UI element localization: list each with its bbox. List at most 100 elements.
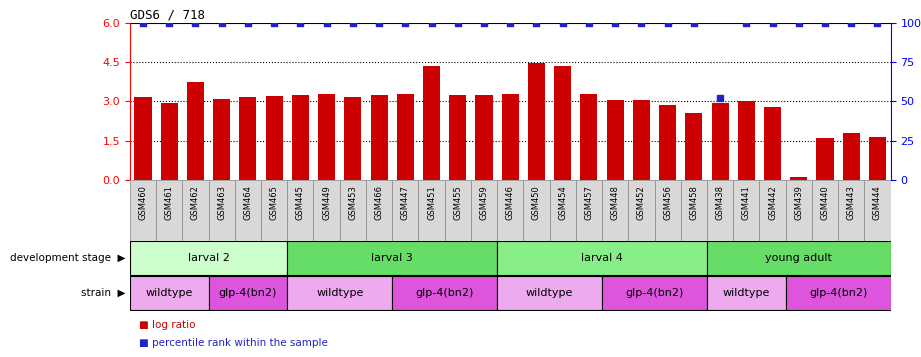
Point <box>477 20 492 26</box>
Bar <box>633 100 650 180</box>
Bar <box>160 103 178 180</box>
Text: GSM442: GSM442 <box>768 185 777 220</box>
Bar <box>423 66 440 180</box>
Point <box>686 20 701 26</box>
Bar <box>497 180 523 241</box>
Bar <box>471 180 497 241</box>
Text: GSM462: GSM462 <box>191 185 200 220</box>
Point <box>529 20 543 26</box>
Text: GSM454: GSM454 <box>558 185 567 220</box>
Point <box>503 20 518 26</box>
Text: ■ percentile rank within the sample: ■ percentile rank within the sample <box>139 338 328 348</box>
Bar <box>707 241 891 275</box>
Bar <box>786 276 891 310</box>
Bar <box>628 180 655 241</box>
Bar <box>213 99 230 180</box>
Bar <box>370 95 388 180</box>
Bar <box>445 180 471 241</box>
Text: GSM455: GSM455 <box>453 185 462 220</box>
Bar <box>287 241 497 275</box>
Bar <box>156 180 182 241</box>
Text: GSM445: GSM445 <box>296 185 305 220</box>
Point <box>660 20 675 26</box>
Point <box>765 20 780 26</box>
Text: GSM463: GSM463 <box>217 185 227 220</box>
Bar <box>865 180 891 241</box>
Bar <box>392 180 418 241</box>
Text: GSM452: GSM452 <box>637 185 646 220</box>
Bar <box>397 94 414 180</box>
Text: larval 3: larval 3 <box>371 253 413 263</box>
Text: development stage  ▶: development stage ▶ <box>10 253 125 263</box>
Text: GSM465: GSM465 <box>270 185 279 220</box>
Bar <box>528 64 545 180</box>
Bar <box>869 137 886 180</box>
Bar <box>602 276 707 310</box>
Bar <box>392 276 497 310</box>
Point <box>844 20 858 26</box>
Bar <box>707 180 733 241</box>
Point <box>215 20 229 26</box>
Point <box>240 20 255 26</box>
Bar <box>208 180 235 241</box>
Bar <box>187 82 204 180</box>
Text: GSM448: GSM448 <box>611 185 620 220</box>
Bar <box>685 113 703 180</box>
Bar <box>208 276 287 310</box>
Bar <box>502 94 519 180</box>
Text: GSM456: GSM456 <box>663 185 672 220</box>
Text: wildtype: wildtype <box>146 288 192 298</box>
Text: GSM458: GSM458 <box>689 185 698 220</box>
Bar <box>292 95 309 180</box>
Bar <box>576 180 602 241</box>
Point <box>791 20 806 26</box>
Bar <box>812 180 838 241</box>
Bar <box>712 103 729 180</box>
Point <box>581 20 596 26</box>
Bar <box>817 138 834 180</box>
Point <box>425 20 439 26</box>
Bar <box>344 97 361 180</box>
Text: GSM461: GSM461 <box>165 185 174 220</box>
Point <box>634 20 648 26</box>
Point <box>555 20 570 26</box>
Bar <box>738 101 755 180</box>
Bar <box>786 180 812 241</box>
Bar <box>580 94 598 180</box>
Bar <box>681 180 707 241</box>
Point <box>608 20 623 26</box>
Text: GDS6 / 718: GDS6 / 718 <box>130 9 204 22</box>
Bar <box>607 100 624 180</box>
Bar <box>707 276 786 310</box>
Text: GSM457: GSM457 <box>585 185 593 220</box>
Bar <box>313 180 340 241</box>
Bar <box>130 276 208 310</box>
Text: GSM451: GSM451 <box>427 185 436 220</box>
Point <box>293 20 308 26</box>
Point <box>713 95 728 101</box>
Bar <box>265 96 283 180</box>
Bar <box>134 97 151 180</box>
Point <box>398 20 413 26</box>
Text: GSM439: GSM439 <box>794 185 803 220</box>
Point <box>267 20 282 26</box>
Text: GSM466: GSM466 <box>375 185 383 220</box>
Bar <box>760 180 786 241</box>
Text: larval 4: larval 4 <box>581 253 623 263</box>
Bar <box>239 97 256 180</box>
Text: GSM441: GSM441 <box>741 185 751 220</box>
Text: GSM453: GSM453 <box>348 185 357 220</box>
Bar <box>838 180 865 241</box>
Text: GSM438: GSM438 <box>716 185 725 220</box>
Text: GSM449: GSM449 <box>322 185 332 220</box>
Bar <box>130 180 156 241</box>
Bar <box>843 133 860 180</box>
Bar <box>497 276 602 310</box>
Bar <box>497 241 707 275</box>
Bar <box>523 180 550 241</box>
Bar <box>790 177 808 180</box>
Text: GSM459: GSM459 <box>480 185 488 220</box>
Bar <box>287 276 392 310</box>
Text: glp-4(bn2): glp-4(bn2) <box>625 288 683 298</box>
Text: GSM440: GSM440 <box>821 185 830 220</box>
